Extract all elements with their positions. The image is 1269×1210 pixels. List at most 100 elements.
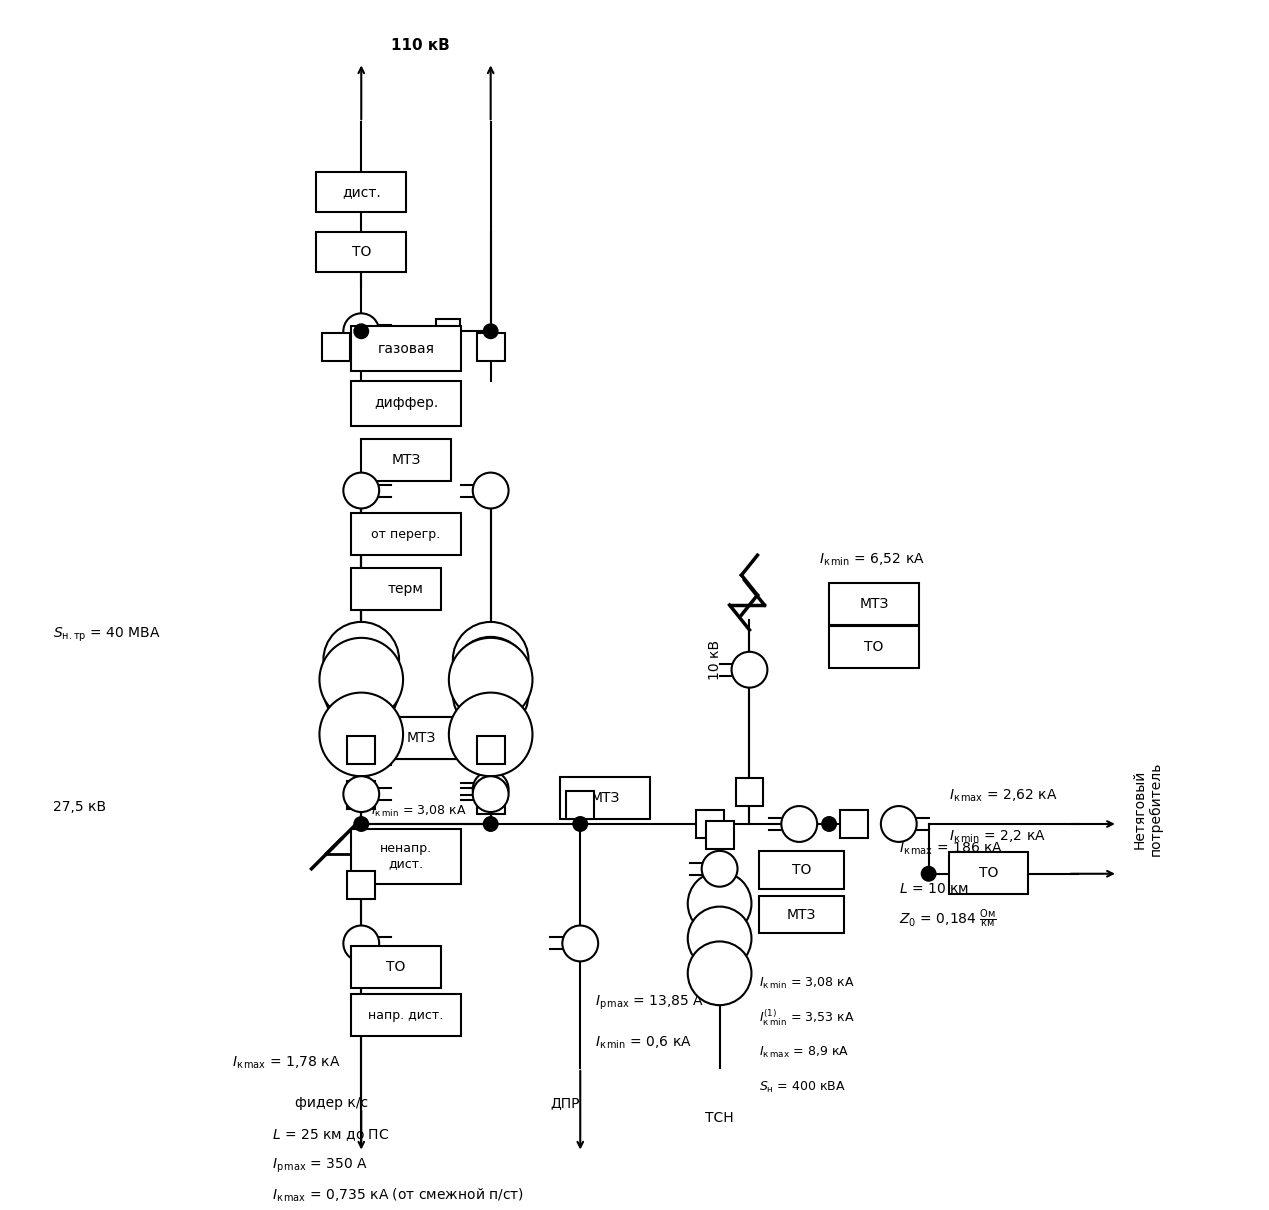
Bar — [376, 718, 466, 760]
Circle shape — [473, 776, 509, 812]
Text: $I^{(1)}_\mathrm{к\,min}$ = 3,53 кА: $I^{(1)}_\mathrm{к\,min}$ = 3,53 кА — [759, 1008, 855, 1028]
Text: $I_\mathrm{к\,min}$ = 2,2 кА: $I_\mathrm{к\,min}$ = 2,2 кА — [948, 829, 1046, 846]
Text: 27,5 кВ: 27,5 кВ — [53, 800, 105, 814]
Bar — [948, 852, 1028, 894]
Text: дист.: дист. — [341, 185, 381, 198]
Circle shape — [821, 816, 838, 832]
Bar — [362, 439, 450, 480]
Bar — [316, 232, 406, 271]
Circle shape — [482, 323, 499, 339]
Text: ТСН: ТСН — [706, 1111, 733, 1124]
Text: $S_\mathrm{н}$ = 400 кВА: $S_\mathrm{н}$ = 400 кВА — [759, 1081, 846, 1095]
Text: ТО: ТО — [978, 866, 997, 880]
Circle shape — [353, 323, 369, 339]
Circle shape — [702, 851, 737, 887]
Text: 110 кВ: 110 кВ — [391, 38, 450, 52]
Bar — [829, 626, 919, 668]
Circle shape — [344, 926, 379, 962]
Text: $I_\mathrm{к\,min}$ = 0,6 кА: $I_\mathrm{к\,min}$ = 0,6 кА — [595, 1035, 692, 1051]
Text: ненапр.
дист.: ненапр. дист. — [379, 842, 433, 870]
Bar — [561, 777, 650, 819]
Bar — [695, 809, 723, 839]
Text: ТО: ТО — [792, 863, 811, 877]
Bar — [759, 895, 844, 933]
Text: $I_\mathrm{к\,min}$ = 3,08 кА: $I_\mathrm{к\,min}$ = 3,08 кА — [372, 803, 467, 819]
Circle shape — [688, 906, 751, 970]
Text: от перегр.: от перегр. — [372, 528, 440, 541]
Circle shape — [453, 636, 528, 713]
Text: ТО: ТО — [352, 244, 371, 259]
Bar — [759, 851, 844, 888]
Circle shape — [344, 776, 379, 812]
Bar — [352, 829, 461, 883]
Bar — [477, 737, 505, 765]
Bar — [477, 786, 505, 814]
Bar — [316, 172, 406, 212]
Circle shape — [449, 692, 533, 776]
Circle shape — [572, 816, 589, 832]
Text: $I_\mathrm{р\,max}$ = 350 А: $I_\mathrm{р\,max}$ = 350 А — [272, 1157, 368, 1175]
Text: МТЗ: МТЗ — [590, 791, 619, 805]
Text: $I_\mathrm{к\,max}$ = 186 кА: $I_\mathrm{к\,max}$ = 186 кА — [898, 841, 1003, 857]
Text: фидер к/с: фидер к/с — [294, 1096, 368, 1110]
Circle shape — [731, 652, 768, 687]
Bar — [322, 333, 350, 361]
Text: $I_\mathrm{р\,max}$ = 13,85 А: $I_\mathrm{р\,max}$ = 13,85 А — [595, 993, 704, 1013]
Bar — [352, 513, 461, 555]
Circle shape — [482, 816, 499, 832]
Circle shape — [688, 871, 751, 935]
Text: $I_\mathrm{к\,max}$ = 0,735 кА (от смежной п/ст): $I_\mathrm{к\,max}$ = 0,735 кА (от смежн… — [272, 1187, 524, 1204]
Text: напр. дист.: напр. дист. — [368, 1009, 444, 1021]
Text: $I_\mathrm{к\,max}$ = 1,78 кА: $I_\mathrm{к\,max}$ = 1,78 кА — [232, 1055, 340, 1071]
Circle shape — [881, 806, 916, 842]
Bar — [437, 319, 459, 344]
Text: МТЗ: МТЗ — [859, 597, 888, 611]
Bar — [352, 569, 440, 610]
Circle shape — [320, 638, 404, 721]
Text: диффер.: диффер. — [374, 397, 438, 410]
Circle shape — [449, 638, 533, 721]
Bar — [736, 778, 764, 806]
Bar — [829, 583, 919, 624]
Bar — [352, 381, 461, 426]
Text: МТЗ: МТЗ — [406, 731, 435, 745]
Circle shape — [324, 622, 398, 698]
Text: $L$ = 25 км до ПС: $L$ = 25 км до ПС — [272, 1128, 390, 1143]
Text: МТЗ: МТЗ — [787, 908, 816, 922]
Circle shape — [473, 473, 509, 508]
Text: 10 кВ: 10 кВ — [708, 640, 722, 680]
Text: $S_\mathrm{н.тр}$ = 40 МВА: $S_\mathrm{н.тр}$ = 40 МВА — [53, 626, 160, 644]
Bar — [348, 782, 376, 809]
Text: ТО: ТО — [387, 961, 406, 974]
Text: $I_\mathrm{к\,max}$ = 8,9 кА: $I_\mathrm{к\,max}$ = 8,9 кА — [759, 1045, 849, 1060]
Text: терм: терм — [388, 582, 424, 597]
Circle shape — [688, 941, 751, 1006]
Circle shape — [320, 692, 404, 776]
Text: газовая: газовая — [378, 341, 434, 356]
Bar — [352, 327, 461, 371]
Text: ТО: ТО — [864, 640, 883, 653]
Circle shape — [353, 816, 369, 832]
Bar — [352, 946, 440, 989]
Bar — [840, 809, 868, 839]
Circle shape — [782, 806, 817, 842]
Text: МТЗ: МТЗ — [406, 731, 435, 745]
Text: $Z_0$ = 0,184 $\frac{\mathrm{Ом}}{\mathrm{км}}$: $Z_0$ = 0,184 $\frac{\mathrm{Ом}}{\mathr… — [898, 908, 996, 930]
Circle shape — [453, 622, 528, 698]
Text: $L$ = 10 км: $L$ = 10 км — [898, 882, 968, 895]
Circle shape — [562, 926, 598, 962]
Circle shape — [921, 866, 937, 882]
Text: МТЗ: МТЗ — [391, 453, 421, 467]
Bar — [477, 333, 505, 361]
Text: Нетяговый
потребитель: Нетяговый потребитель — [1132, 762, 1162, 857]
Text: $I_\mathrm{к\,min}$ = 3,08 кА: $I_\mathrm{к\,min}$ = 3,08 кА — [759, 975, 855, 991]
Bar — [706, 822, 733, 849]
Bar — [348, 871, 376, 899]
Circle shape — [324, 652, 398, 727]
Bar — [376, 718, 466, 760]
Text: ДПР: ДПР — [551, 1096, 580, 1110]
Circle shape — [453, 657, 528, 732]
Bar — [348, 737, 376, 765]
Bar — [352, 995, 461, 1036]
Text: $I_\mathrm{к\,min}$ = 6,52 кА: $I_\mathrm{к\,min}$ = 6,52 кА — [820, 552, 925, 569]
